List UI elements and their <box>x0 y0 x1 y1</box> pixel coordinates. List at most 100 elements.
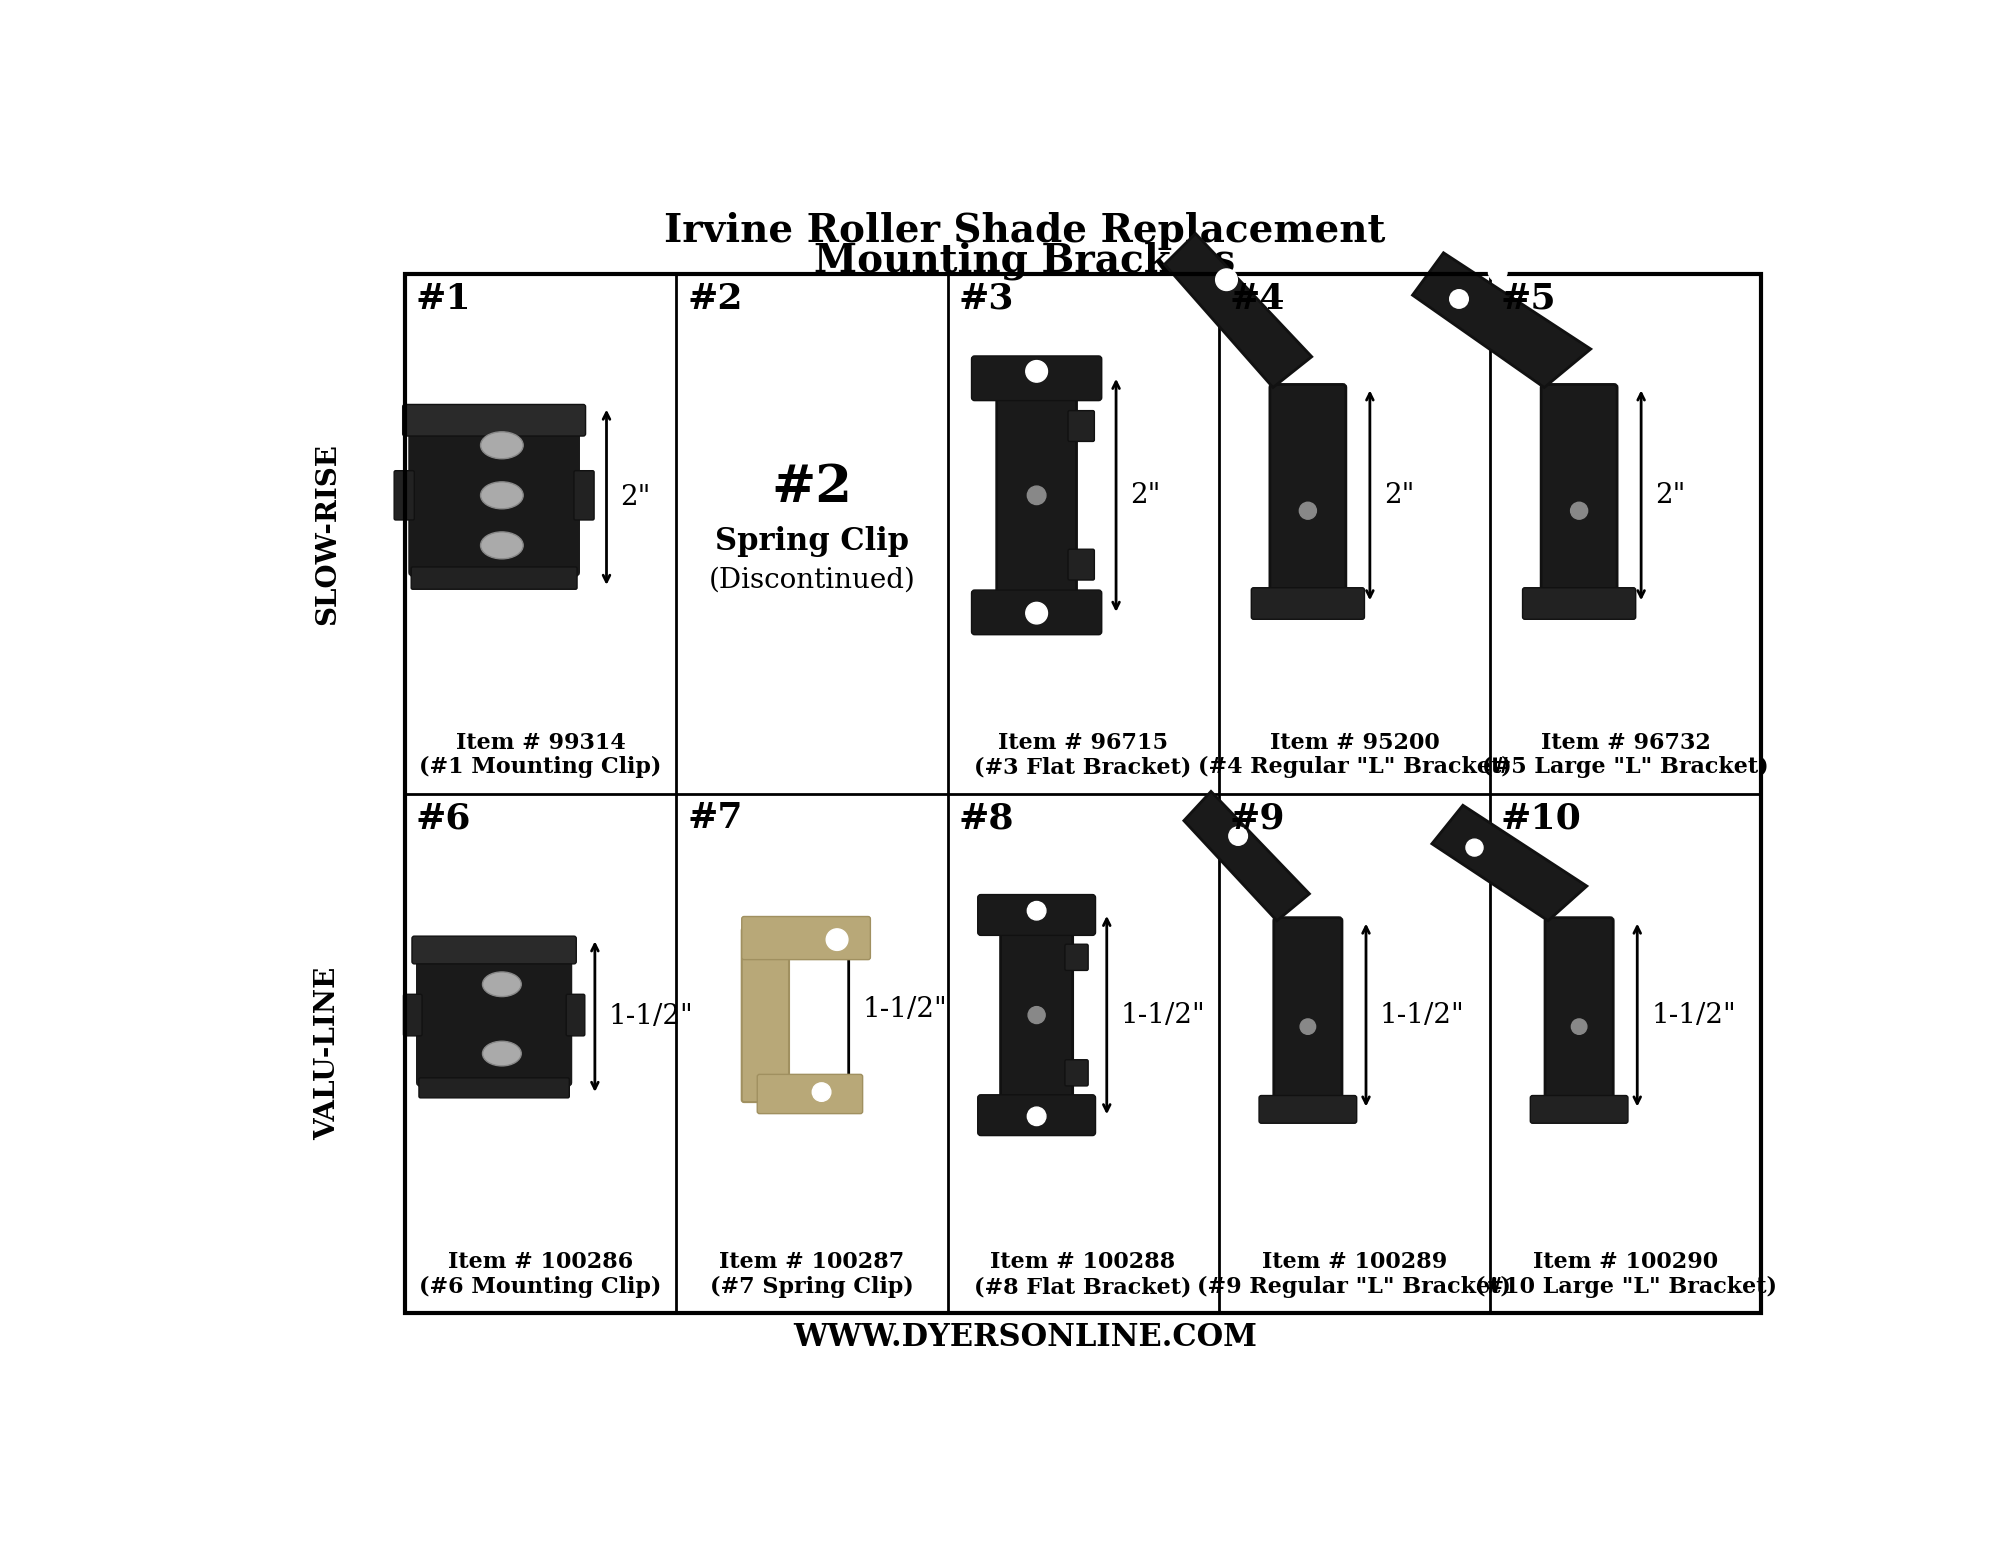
FancyBboxPatch shape <box>1064 1060 1088 1086</box>
FancyBboxPatch shape <box>566 995 584 1035</box>
Text: #6: #6 <box>416 802 472 836</box>
Text: Item # 100286: Item # 100286 <box>448 1251 634 1273</box>
Text: Item # 99314: Item # 99314 <box>456 732 626 754</box>
Text: Item # 100289: Item # 100289 <box>1262 1251 1448 1273</box>
Polygon shape <box>1164 233 1312 388</box>
FancyBboxPatch shape <box>574 471 594 521</box>
Text: Irvine Roller Shade Replacement: Irvine Roller Shade Replacement <box>664 212 1386 250</box>
FancyBboxPatch shape <box>1274 918 1342 1112</box>
Text: #5: #5 <box>1500 281 1556 315</box>
Text: VALU-LINE: VALU-LINE <box>314 967 340 1140</box>
Text: (#8 Flat Bracket): (#8 Flat Bracket) <box>974 1276 1192 1298</box>
FancyBboxPatch shape <box>1522 587 1636 620</box>
FancyBboxPatch shape <box>1546 918 1614 1112</box>
Circle shape <box>1466 839 1484 856</box>
Circle shape <box>1300 502 1316 519</box>
Text: #8: #8 <box>958 802 1014 836</box>
Text: #2: #2 <box>688 281 742 315</box>
Text: 2": 2" <box>620 484 650 511</box>
Circle shape <box>826 929 848 950</box>
Text: (#9 Regular "L" Bracket): (#9 Regular "L" Bracket) <box>1198 1276 1512 1298</box>
Circle shape <box>1216 269 1238 290</box>
FancyBboxPatch shape <box>1064 944 1088 970</box>
Circle shape <box>1028 487 1046 505</box>
Text: (#3 Flat Bracket): (#3 Flat Bracket) <box>974 757 1192 779</box>
Text: SLOW-RISE: SLOW-RISE <box>314 443 340 624</box>
Ellipse shape <box>480 482 524 508</box>
FancyBboxPatch shape <box>1252 587 1364 620</box>
FancyBboxPatch shape <box>412 567 578 589</box>
Bar <box>404 273 1762 1313</box>
Circle shape <box>1028 1007 1046 1023</box>
Text: 2": 2" <box>1384 482 1414 508</box>
Circle shape <box>812 1083 830 1102</box>
Polygon shape <box>1412 253 1590 388</box>
Circle shape <box>1450 290 1468 307</box>
Circle shape <box>1028 901 1046 919</box>
FancyBboxPatch shape <box>972 590 1102 635</box>
Ellipse shape <box>480 531 524 559</box>
Text: Item # 96732: Item # 96732 <box>1540 732 1710 754</box>
Text: Item # 100287: Item # 100287 <box>720 1251 904 1273</box>
Text: (#4 Regular "L" Bracket): (#4 Regular "L" Bracket) <box>1198 756 1512 779</box>
FancyBboxPatch shape <box>978 895 1096 935</box>
Circle shape <box>1570 502 1588 519</box>
Text: 1-1/2": 1-1/2" <box>862 997 948 1023</box>
Polygon shape <box>1432 805 1586 921</box>
FancyBboxPatch shape <box>972 355 1102 400</box>
FancyBboxPatch shape <box>418 944 570 1086</box>
Circle shape <box>1500 814 1518 831</box>
Circle shape <box>1028 1108 1046 1126</box>
Text: Spring Clip: Spring Clip <box>714 525 908 558</box>
Text: (#7 Spring Clip): (#7 Spring Clip) <box>710 1276 914 1298</box>
Text: #7: #7 <box>688 802 742 836</box>
Text: 1-1/2": 1-1/2" <box>1120 1001 1206 1029</box>
Ellipse shape <box>482 972 522 997</box>
Text: (#5 Large "L" Bracket): (#5 Large "L" Bracket) <box>1482 756 1768 779</box>
Text: 1-1/2": 1-1/2" <box>1380 1001 1464 1029</box>
FancyBboxPatch shape <box>1530 1095 1628 1123</box>
Text: #1: #1 <box>416 281 472 315</box>
FancyBboxPatch shape <box>394 471 414 521</box>
FancyBboxPatch shape <box>402 405 586 436</box>
FancyBboxPatch shape <box>758 1074 862 1114</box>
Text: #10: #10 <box>1500 802 1582 836</box>
Text: 1-1/2": 1-1/2" <box>1652 1001 1736 1029</box>
FancyBboxPatch shape <box>412 936 576 964</box>
FancyBboxPatch shape <box>418 1078 570 1098</box>
FancyBboxPatch shape <box>1000 910 1072 1120</box>
FancyBboxPatch shape <box>978 1095 1096 1136</box>
Text: Item # 96715: Item # 96715 <box>998 732 1168 754</box>
Circle shape <box>1488 263 1508 281</box>
Text: Item # 100290: Item # 100290 <box>1534 1251 1718 1273</box>
Bar <box>404 273 1762 1313</box>
Text: (Discontinued): (Discontinued) <box>708 567 916 593</box>
FancyBboxPatch shape <box>1542 385 1618 606</box>
FancyBboxPatch shape <box>996 372 1076 618</box>
Text: #4: #4 <box>1230 281 1286 315</box>
Text: #9: #9 <box>1230 802 1286 836</box>
Text: Item # 100288: Item # 100288 <box>990 1251 1176 1273</box>
Text: (#10 Large "L" Bracket): (#10 Large "L" Bracket) <box>1474 1276 1776 1298</box>
Text: 2": 2" <box>1656 482 1686 508</box>
FancyBboxPatch shape <box>404 995 422 1035</box>
Text: 1-1/2": 1-1/2" <box>608 1003 694 1031</box>
Ellipse shape <box>482 1041 522 1066</box>
Text: Item # 95200: Item # 95200 <box>1270 732 1440 754</box>
Circle shape <box>1228 827 1248 845</box>
Text: (#1 Mounting Clip): (#1 Mounting Clip) <box>420 756 662 779</box>
Text: #2: #2 <box>772 462 852 513</box>
Circle shape <box>1026 360 1048 382</box>
FancyBboxPatch shape <box>742 929 790 1102</box>
FancyBboxPatch shape <box>742 916 870 959</box>
FancyBboxPatch shape <box>1270 385 1346 606</box>
FancyBboxPatch shape <box>410 416 578 575</box>
Text: 2": 2" <box>1130 482 1160 508</box>
FancyBboxPatch shape <box>1068 411 1094 442</box>
Circle shape <box>1026 603 1048 624</box>
Polygon shape <box>1184 791 1310 921</box>
Circle shape <box>1300 1018 1316 1034</box>
Ellipse shape <box>480 431 524 459</box>
FancyBboxPatch shape <box>1260 1095 1356 1123</box>
Text: Mounting Brackets: Mounting Brackets <box>814 241 1236 280</box>
